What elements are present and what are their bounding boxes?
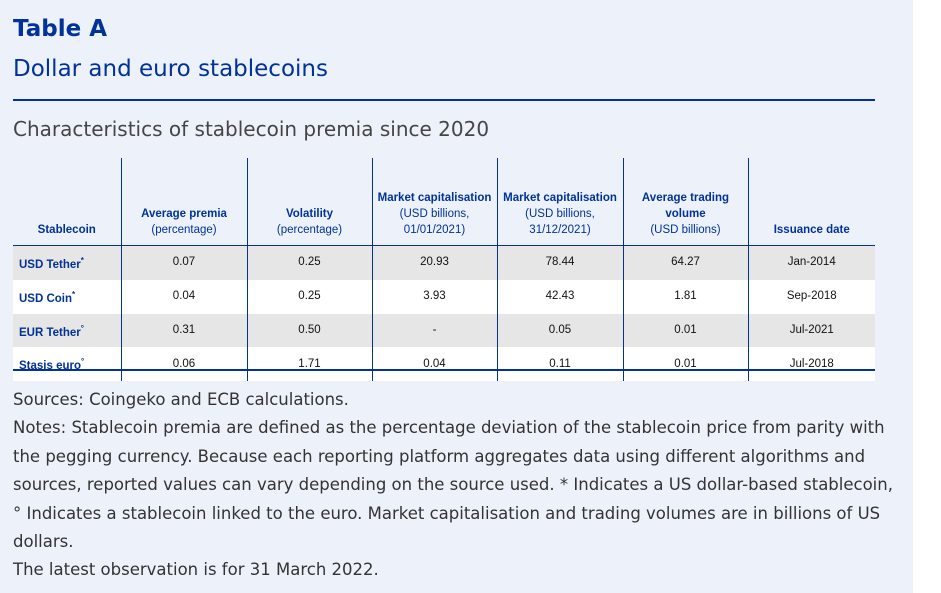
table-cell: 0.11 xyxy=(497,347,624,382)
table-cell: 64.27 xyxy=(623,245,749,280)
table-cell: 0.04 xyxy=(121,279,248,314)
stablecoin-table: Stablecoin Average premia (percentage) V… xyxy=(13,158,875,382)
notes-block: Sources: Coingeko and ECB calculations. … xyxy=(13,386,893,585)
table-cell: 0.31 xyxy=(121,313,248,348)
table-cell: 78.44 xyxy=(497,245,624,280)
table-cell: Jul-2018 xyxy=(748,347,875,382)
notes-text: Notes: Stablecoin premia are defined as … xyxy=(13,418,893,552)
table-row: EUR Tether° 0.31 0.50 - 0.05 0.01 Jul-20… xyxy=(13,313,875,348)
column-header: Market capitalisation (USD billions, 01/… xyxy=(372,158,498,246)
table-cell: 0.01 xyxy=(623,313,749,348)
sources-text: Sources: Coingeko and ECB calculations. xyxy=(13,390,349,409)
bottom-divider xyxy=(13,369,875,371)
table-row: USD Coin* 0.04 0.25 3.93 42.43 1.81 Sep-… xyxy=(13,279,875,314)
column-header: Market capitalisation (USD billions, 31/… xyxy=(497,158,624,246)
table-cell: 0.07 xyxy=(121,245,248,280)
top-divider xyxy=(13,99,875,101)
column-header: Average premia (percentage) xyxy=(121,158,248,246)
table-cell: 42.43 xyxy=(497,279,624,314)
table-cell: 1.81 xyxy=(623,279,749,314)
table-title: Dollar and euro stablecoins xyxy=(13,56,328,82)
table-cell: Jul-2021 xyxy=(748,313,875,348)
latest-observation-text: The latest observation is for 31 March 2… xyxy=(13,560,379,580)
row-label: USD Tether* xyxy=(13,245,122,280)
table-cell: 0.01 xyxy=(623,347,749,382)
table-cell: 20.93 xyxy=(372,245,498,280)
table-cell: 0.25 xyxy=(247,279,373,314)
table-row: Stasis euro° 0.06 1.71 0.04 0.11 0.01 Ju… xyxy=(13,347,875,382)
table-row: USD Tether* 0.07 0.25 20.93 78.44 64.27 … xyxy=(13,245,875,280)
table-cell: - xyxy=(372,313,498,348)
content-panel: Table A Dollar and euro stablecoins Char… xyxy=(0,0,913,593)
table-cell: Jan-2014 xyxy=(748,245,875,280)
table-cell: 0.50 xyxy=(247,313,373,348)
table-cell: 1.71 xyxy=(247,347,373,382)
table-cell: 3.93 xyxy=(372,279,498,314)
table-subtitle: Characteristics of stablecoin premia sin… xyxy=(13,117,490,141)
column-header: Volatility (percentage) xyxy=(247,158,373,246)
column-header: Stablecoin xyxy=(13,158,122,246)
table-cell: 0.05 xyxy=(497,313,624,348)
table-cell: 0.06 xyxy=(121,347,248,382)
table-cell: Sep-2018 xyxy=(748,279,875,314)
column-header: Average trading volume (USD billions) xyxy=(623,158,749,246)
row-label: USD Coin* xyxy=(13,279,122,314)
table-cell: 0.04 xyxy=(372,347,498,382)
table-label: Table A xyxy=(13,16,107,42)
row-label: Stasis euro° xyxy=(13,347,122,382)
column-header: Issuance date xyxy=(748,158,875,246)
table-cell: 0.25 xyxy=(247,245,373,280)
row-label: EUR Tether° xyxy=(13,313,122,348)
header-row: Stablecoin Average premia (percentage) V… xyxy=(13,158,875,246)
